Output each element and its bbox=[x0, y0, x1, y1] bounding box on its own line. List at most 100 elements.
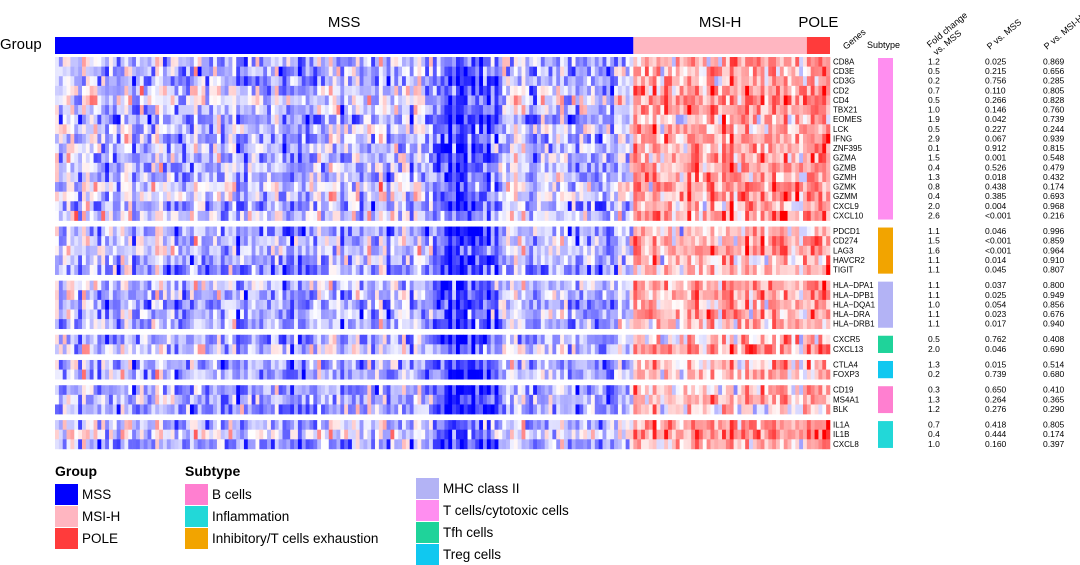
heatmap-cell bbox=[66, 172, 71, 183]
heatmap-cell bbox=[687, 153, 692, 164]
heatmap-cell bbox=[386, 85, 391, 96]
heatmap-cell bbox=[482, 85, 488, 96]
heatmap-cell bbox=[243, 153, 249, 164]
heatmap-cell bbox=[348, 265, 353, 275]
heatmap-cell bbox=[702, 201, 707, 212]
heatmap-cell bbox=[548, 57, 553, 67]
heatmap-cell bbox=[614, 153, 619, 164]
heatmap-cell bbox=[452, 153, 457, 164]
heatmap-cell bbox=[644, 210, 650, 221]
heatmap-cell bbox=[560, 143, 565, 154]
heatmap-cell bbox=[463, 85, 468, 96]
heatmap-cell bbox=[155, 124, 160, 135]
heatmap-cell bbox=[290, 191, 295, 202]
heatmap-cell bbox=[579, 85, 584, 96]
heatmap-cell bbox=[386, 182, 391, 192]
heatmap-cell bbox=[78, 85, 83, 96]
heatmap-cell bbox=[459, 265, 465, 275]
heatmap-cell bbox=[290, 162, 295, 173]
heatmap-cell bbox=[402, 95, 407, 106]
heatmap-cell bbox=[760, 172, 765, 183]
heatmap-cell bbox=[243, 95, 249, 106]
heatmap-cell bbox=[232, 245, 237, 256]
heatmap-cell bbox=[170, 66, 175, 77]
heatmap-cell bbox=[340, 255, 345, 266]
heatmap-cell bbox=[267, 95, 272, 106]
heatmap-cell bbox=[641, 182, 646, 192]
heatmap-cell bbox=[135, 191, 141, 202]
heatmap-cell bbox=[232, 66, 237, 77]
heatmap-cell bbox=[97, 153, 102, 164]
heatmap-cell bbox=[799, 201, 804, 212]
heatmap-cell bbox=[405, 265, 411, 275]
heatmap-cell bbox=[436, 201, 441, 212]
heatmap-cell bbox=[548, 210, 553, 221]
heatmap-cell bbox=[521, 210, 526, 221]
heatmap-cell bbox=[328, 66, 333, 77]
heatmap-cell bbox=[614, 210, 619, 221]
heatmap-cell bbox=[162, 66, 168, 77]
heatmap-cell bbox=[432, 114, 438, 125]
heatmap-cell bbox=[390, 191, 395, 202]
heatmap-cell bbox=[502, 236, 507, 247]
heatmap-cell bbox=[513, 153, 518, 164]
heatmap-cell bbox=[714, 133, 719, 144]
heatmap-cell bbox=[575, 226, 580, 237]
heatmap-cell bbox=[216, 133, 222, 144]
heatmap-cell bbox=[756, 57, 761, 67]
heatmap-cell bbox=[656, 226, 661, 237]
heatmap-cell bbox=[467, 236, 472, 247]
heatmap-cell bbox=[579, 66, 584, 77]
heatmap-cell bbox=[575, 255, 580, 266]
heatmap-cell bbox=[544, 66, 549, 77]
heatmap-cell bbox=[683, 255, 688, 266]
heatmap-cell bbox=[729, 236, 734, 247]
heatmap-cell bbox=[386, 210, 391, 221]
heatmap-cell bbox=[556, 226, 561, 237]
heatmap-cell bbox=[340, 95, 345, 106]
heatmap-cell bbox=[409, 57, 414, 67]
heatmap-cell bbox=[482, 153, 488, 164]
heatmap-cell bbox=[536, 143, 542, 154]
heatmap-cell bbox=[259, 299, 264, 310]
heatmap-cell bbox=[367, 95, 372, 106]
heatmap-cell bbox=[648, 57, 653, 67]
heatmap-cell bbox=[614, 265, 619, 275]
heatmap-cell bbox=[822, 236, 827, 247]
heatmap-cell bbox=[691, 85, 696, 96]
heatmap-cell bbox=[610, 210, 615, 221]
heatmap-cell bbox=[563, 226, 569, 237]
heatmap-cell bbox=[687, 76, 692, 87]
heatmap-cell bbox=[814, 201, 819, 212]
heatmap-cell bbox=[768, 255, 773, 266]
heatmap-cell bbox=[317, 265, 322, 275]
heatmap-cell bbox=[166, 133, 171, 144]
heatmap-cell bbox=[201, 85, 206, 96]
heatmap-cell bbox=[236, 290, 241, 301]
heatmap-cell bbox=[448, 85, 453, 96]
heatmap-cell bbox=[220, 245, 225, 256]
heatmap-cell bbox=[467, 143, 472, 154]
heatmap-cell bbox=[629, 95, 634, 106]
heatmap-cell bbox=[787, 143, 792, 154]
heatmap-cell bbox=[583, 280, 588, 291]
heatmap-cell bbox=[567, 114, 572, 125]
heatmap-cell bbox=[668, 105, 673, 116]
heatmap-cell bbox=[533, 124, 538, 135]
heatmap-cell bbox=[294, 133, 299, 144]
heatmap-cell bbox=[741, 201, 746, 212]
heatmap-cell bbox=[617, 133, 623, 144]
heatmap-cell bbox=[598, 255, 603, 266]
heatmap-cell bbox=[625, 236, 630, 247]
heatmap-cell bbox=[386, 66, 391, 77]
heatmap-cell bbox=[336, 57, 341, 67]
heatmap-cell bbox=[367, 290, 372, 301]
heatmap-cell bbox=[444, 236, 449, 247]
heatmap-cell bbox=[367, 153, 372, 164]
heatmap-cell bbox=[506, 265, 511, 275]
heatmap-cell bbox=[340, 66, 345, 77]
heatmap-cell bbox=[486, 114, 491, 125]
heatmap-cell bbox=[375, 290, 380, 301]
heatmap-cell bbox=[243, 290, 249, 301]
heatmap-cell bbox=[513, 85, 518, 96]
